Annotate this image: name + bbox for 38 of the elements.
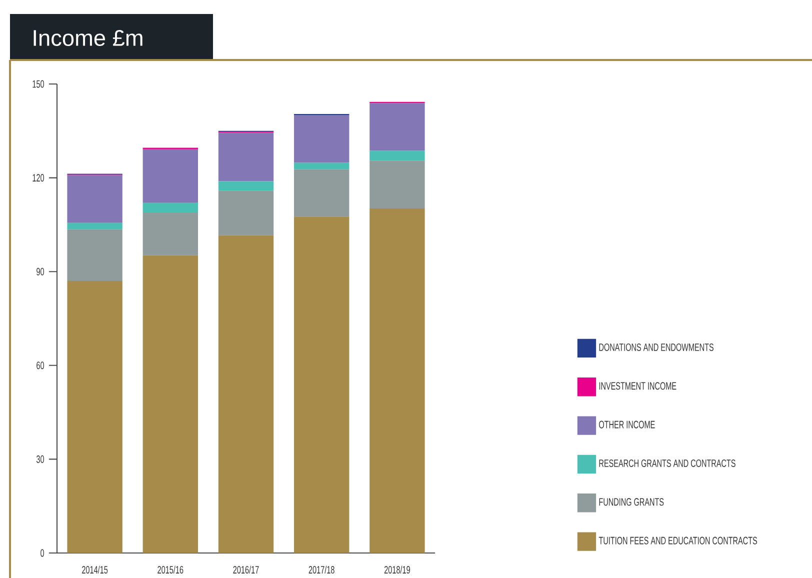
bar: [67, 280, 122, 553]
y-tick-label: 90: [36, 268, 44, 276]
x-tick-label: 2015/16: [158, 566, 184, 574]
x-tick-label: 2016/17: [233, 566, 259, 574]
bar: [370, 103, 425, 151]
bar: [67, 229, 122, 281]
bar: [218, 190, 274, 236]
bar: [294, 169, 350, 217]
legend-label: FUNDING GRANTS: [599, 498, 664, 506]
y-tick-label: 150: [32, 80, 44, 88]
bar: [294, 216, 350, 553]
x-tick-label: 2018/19: [384, 566, 410, 574]
y-tick-label: 120: [32, 174, 44, 182]
x-tick-label: 2014/15: [82, 566, 108, 574]
legend-label: DONATIONS AND ENDOWMENTS: [599, 343, 714, 352]
y-tick-label: 0: [40, 549, 44, 557]
y-tick-label: 60: [36, 362, 44, 370]
bar: [218, 181, 274, 191]
bar: [294, 114, 350, 163]
bar: [218, 132, 274, 182]
bar: [67, 175, 122, 223]
bar: [218, 235, 274, 553]
x-tick-label: 2017/18: [308, 566, 334, 574]
bar: [370, 208, 425, 553]
bar: [370, 150, 425, 161]
bar: [142, 149, 198, 202]
y-tick-label: 30: [36, 455, 44, 463]
bar: [294, 162, 350, 170]
legend-label: TUITION FEES AND EDUCATION CONTRACTS: [598, 536, 758, 544]
bar: [370, 160, 425, 208]
bar: [142, 255, 198, 553]
legend-label: INVESTMENT INCOME: [599, 382, 676, 390]
bar: [67, 222, 122, 230]
bar: [142, 202, 198, 212]
bar: [142, 212, 198, 256]
legend-label: OTHER INCOME: [599, 420, 655, 428]
legend-label: RESEARCH GRANTS AND CONTRACTS: [599, 459, 736, 468]
chart-title: Income £m: [34, 30, 142, 46]
